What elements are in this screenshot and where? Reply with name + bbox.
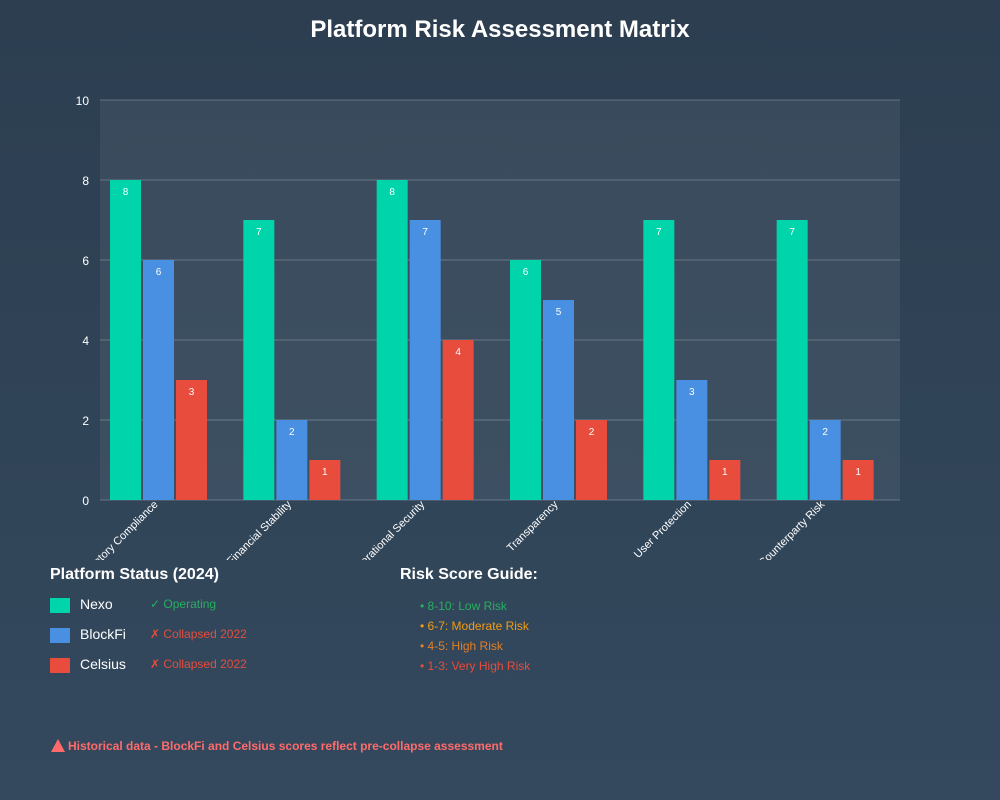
data-label: 3 <box>189 387 195 398</box>
status-text-nexo: ✓ Operating <box>150 597 217 611</box>
data-label: 2 <box>289 427 295 438</box>
bar-blockfi-counterparty-risk <box>809 420 841 500</box>
status-name-nexo: Nexo <box>80 596 113 612</box>
bar-blockfi-financial-stability <box>276 420 308 500</box>
data-label: 8 <box>123 187 129 198</box>
data-label: 3 <box>689 387 695 398</box>
x-tick-label: Operational Security <box>348 498 427 560</box>
bar-celsius-operational-security <box>442 340 474 500</box>
y-tick-label: 10 <box>76 94 90 108</box>
status-text-celsius: ✗ Collapsed 2022 <box>150 657 247 671</box>
bar-celsius-financial-stability <box>309 460 341 500</box>
plot-area <box>100 100 900 500</box>
x-axis: Regulatory Compliance Financial Stability… <box>71 498 828 560</box>
risk-guide-title: Risk Score Guide: <box>400 566 538 583</box>
chart-title: Platform Risk Assessment Matrix <box>310 16 690 43</box>
y-tick-label: 2 <box>82 414 89 428</box>
data-label: 6 <box>523 267 529 278</box>
y-tick-label: 0 <box>82 494 89 508</box>
y-tick-label: 6 <box>82 254 89 268</box>
data-label: 1 <box>855 467 861 478</box>
bar-celsius-regulatory-compliance <box>176 380 207 500</box>
y-tick-label: 4 <box>82 334 89 348</box>
historical-note-text: Historical data - BlockFi and Celsius sc… <box>68 739 503 753</box>
data-label: 1 <box>322 467 328 478</box>
data-label: 7 <box>256 227 262 238</box>
y-axis: 0 2 4 6 8 10 <box>76 94 90 508</box>
platform-status-title: Platform Status (2024) <box>50 566 219 583</box>
bar-nexo-financial-stability <box>243 220 275 500</box>
risk-guide-moderate: • 6-7: Moderate Risk <box>420 619 529 633</box>
bar-nexo-regulatory-compliance <box>110 180 141 500</box>
risk-guide-very-high: • 1-3: Very High Risk <box>420 659 531 673</box>
status-name-blockfi: BlockFi <box>80 626 126 642</box>
grid-lines <box>100 99 900 501</box>
bar-chart: 0 2 4 6 8 10 8 6 3 7 2 1 8 7 4 6 5 2 7 3 1 7 2 1 Regulatory Co… <box>71 94 900 560</box>
data-label: 4 <box>455 347 461 358</box>
x-tick-label: User Protection <box>632 499 694 560</box>
risk-guide-high: • 4-5: High Risk <box>420 639 503 653</box>
bars: 8 6 3 7 2 1 8 7 4 6 5 2 7 3 1 7 2 1 <box>110 180 874 500</box>
bar-blockfi-operational-security <box>409 220 441 500</box>
data-label: 7 <box>422 227 428 238</box>
celsius-swatch <box>50 658 70 673</box>
bar-blockfi-user-protection <box>676 380 708 500</box>
data-label: 2 <box>822 427 828 438</box>
status-text-blockfi: ✗ Collapsed 2022 <box>150 627 247 641</box>
bar-nexo-user-protection <box>643 220 675 500</box>
data-label: 8 <box>389 187 395 198</box>
bar-nexo-counterparty-risk <box>776 220 808 500</box>
data-label: 7 <box>656 227 662 238</box>
data-label: 7 <box>789 227 795 238</box>
data-label: 6 <box>156 267 162 278</box>
data-label: 2 <box>589 427 595 438</box>
nexo-swatch <box>50 598 70 613</box>
x-tick-label: Transparency <box>505 498 561 554</box>
bar-celsius-transparency <box>576 420 607 500</box>
status-name-celsius: Celsius <box>80 656 126 672</box>
bar-blockfi-transparency <box>543 300 574 500</box>
bar-nexo-transparency <box>510 260 541 500</box>
y-tick-label: 8 <box>82 174 89 188</box>
warning-icon <box>51 739 65 752</box>
blockfi-swatch <box>50 628 70 643</box>
bar-celsius-counterparty-risk <box>842 460 874 500</box>
data-label: 5 <box>556 307 562 318</box>
risk-guide-low: • 8-10: Low Risk <box>420 599 507 613</box>
bar-celsius-user-protection <box>709 460 741 500</box>
x-tick-label: Counterparty Risk <box>757 498 828 560</box>
bar-nexo-operational-security <box>376 180 408 500</box>
bar-blockfi-regulatory-compliance <box>143 260 174 500</box>
data-label: 1 <box>722 467 728 478</box>
x-tick-label: Financial Stability <box>225 498 294 560</box>
